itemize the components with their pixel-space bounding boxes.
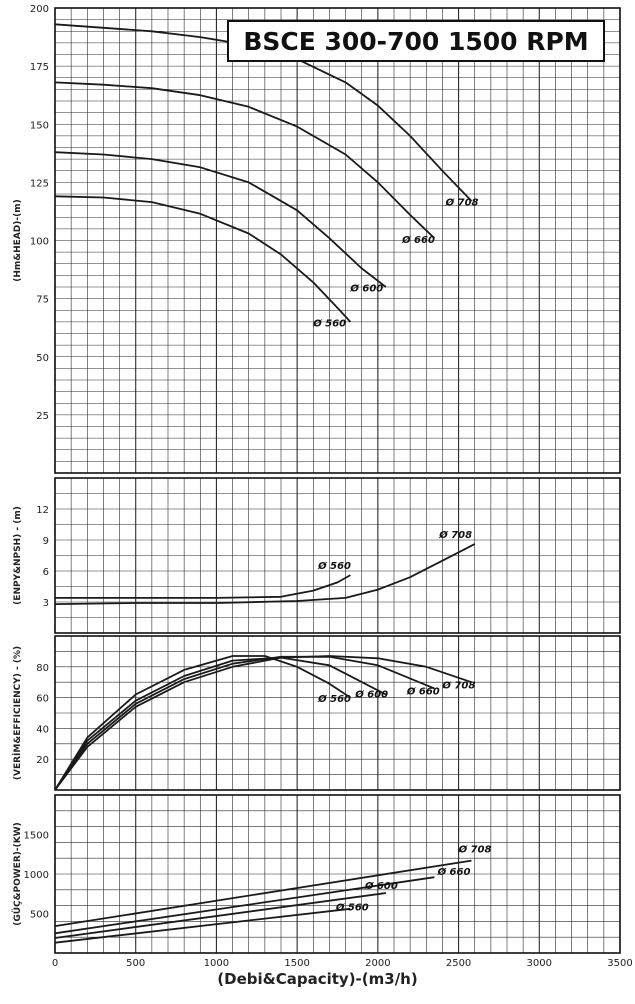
npsh-y-tick-label: 12 — [36, 505, 49, 516]
head-series-annotation: Ø 708 — [445, 197, 479, 209]
npsh-y-tick-label: 9 — [43, 536, 49, 547]
head-y-tick-label: 200 — [30, 4, 49, 15]
efficiency-series-line — [54, 655, 351, 791]
power-y-tick-label: 500 — [30, 910, 49, 921]
efficiency-y-tick-label: 80 — [36, 663, 49, 674]
efficiency-series-annotation: Ø 708 — [441, 679, 475, 691]
efficiency-y-tick-label: 60 — [36, 694, 49, 705]
head-y-tick-label: 50 — [36, 353, 49, 364]
npsh-y-axis-label: (ENPY&NPSH) - (m) — [13, 506, 23, 605]
efficiency-series-annotation: Ø 560 — [317, 693, 351, 705]
chart-title: BSCE 300-700 1500 RPM — [227, 20, 605, 62]
head-y-axis-label: (Hm&HEAD)-(m) — [13, 199, 23, 281]
efficiency-series-line — [54, 656, 387, 791]
head-y-tick-label: 75 — [36, 295, 49, 306]
head-series-line — [54, 195, 352, 323]
head-y-tick-label: 150 — [30, 120, 49, 131]
npsh-series-annotation: Ø 708 — [438, 529, 472, 541]
x-tick-label: 1500 — [284, 958, 309, 969]
x-tick-label: 2000 — [365, 958, 390, 969]
efficiency-series-line — [54, 655, 435, 791]
efficiency-y-tick-label: 40 — [36, 724, 49, 735]
head-series-annotation: Ø 600 — [349, 283, 383, 295]
npsh-frame — [54, 477, 621, 634]
power-series-annotation: Ø 708 — [458, 844, 492, 856]
x-tick-label: 500 — [126, 958, 145, 969]
efficiency-series-annotation: Ø 600 — [354, 689, 388, 701]
x-tick-label: 0 — [52, 958, 58, 969]
x-tick-label: 3000 — [527, 958, 552, 969]
efficiency-frame — [54, 635, 621, 791]
x-tick-label: 3500 — [607, 958, 632, 969]
head-y-tick-label: 175 — [30, 62, 49, 73]
efficiency-y-axis-label: (VERİM&EFFICIENCY) - (%) — [12, 646, 23, 780]
head-series-annotation: Ø 560 — [312, 318, 346, 330]
head-y-tick-label: 100 — [30, 237, 49, 248]
power-series-line — [54, 892, 387, 939]
power-series-line — [54, 876, 435, 935]
x-tick-label: 2500 — [446, 958, 471, 969]
x-axis-label: (Debi&Capacity)-(m3/h) — [217, 970, 418, 988]
power-y-tick-label: 1000 — [24, 870, 49, 881]
power-frame — [54, 794, 621, 954]
efficiency-series-annotation: Ø 660 — [406, 686, 440, 698]
npsh-series-line — [55, 574, 351, 599]
power-series-annotation: Ø 600 — [364, 880, 398, 892]
power-series-line — [54, 859, 472, 927]
power-series-annotation: Ø 660 — [437, 866, 471, 878]
x-tick-label: 1000 — [204, 958, 229, 969]
npsh-series-annotation: Ø 560 — [317, 560, 351, 572]
power-series-line — [54, 907, 351, 944]
head-y-tick-label: 25 — [36, 411, 49, 422]
power-y-axis-label: (GÜÇ&POWER)-(KW) — [12, 822, 23, 926]
npsh-series-line — [54, 543, 476, 605]
efficiency-series-line — [54, 655, 472, 791]
npsh-y-tick-label: 3 — [43, 598, 49, 609]
head-y-tick-label: 125 — [30, 178, 49, 189]
head-series-line — [54, 151, 387, 288]
power-y-tick-label: 1500 — [24, 831, 49, 842]
efficiency-y-tick-label: 20 — [36, 755, 49, 766]
head-series-annotation: Ø 660 — [401, 234, 435, 246]
head-frame — [54, 7, 621, 474]
npsh-y-tick-label: 6 — [43, 567, 49, 578]
head-series-line — [54, 81, 436, 239]
power-series-annotation: Ø 560 — [335, 901, 369, 913]
